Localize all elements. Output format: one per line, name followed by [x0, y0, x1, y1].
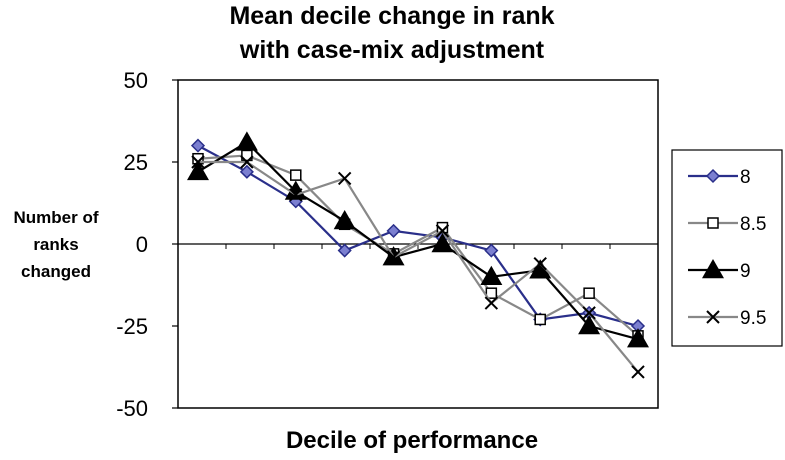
data-point-9.5 [240, 155, 254, 169]
x-axis-label: Decile of performance [286, 427, 538, 454]
series-9 [187, 131, 649, 348]
y-axis-label-line-3: changed [21, 262, 91, 281]
data-point-9 [235, 131, 258, 151]
legend-marker-8 [705, 168, 721, 184]
data-point-8 [239, 164, 254, 179]
y-axis-label-line-2: ranks [33, 235, 78, 254]
data-point-9 [627, 328, 649, 348]
data-point-9 [529, 259, 552, 279]
legend-label: 9.5 [740, 308, 766, 329]
y-tick-label: -25 [116, 314, 148, 339]
series-line-9.5 [198, 160, 639, 373]
legend-entry-9.5: 9.5 [688, 308, 766, 329]
y-tick-label: -50 [116, 396, 148, 421]
y-tick-label: 50 [124, 68, 148, 93]
legend-label: 9 [740, 261, 751, 282]
data-point-9 [480, 265, 503, 286]
data-point-9.5 [386, 250, 401, 264]
y-tick-label: 0 [136, 232, 148, 257]
y-axis: 50 25 0 -25 -50 [116, 68, 178, 421]
y-tick-label: 25 [124, 150, 148, 175]
data-point-9.5 [533, 256, 547, 271]
data-point-9 [431, 233, 454, 253]
data-point-9.5 [582, 306, 596, 320]
data-point-9 [187, 160, 209, 181]
legend-label: 8.5 [740, 214, 766, 235]
data-point-9.5 [191, 155, 205, 169]
data-point-8.5 [290, 169, 302, 181]
data-point-9.5 [631, 365, 645, 379]
data-point-8 [386, 223, 401, 238]
chart-title-line-2: with case-mix adjustment [239, 36, 545, 64]
series-layer [187, 131, 649, 379]
data-point-9 [284, 180, 307, 200]
legend-marker-9.5 [706, 310, 720, 324]
legend-entry-9: 9 [688, 259, 751, 282]
data-point-8 [190, 138, 206, 153]
data-point-9 [333, 210, 356, 230]
data-point-8.5 [534, 313, 546, 326]
data-point-8 [484, 243, 499, 258]
legend-marker-9 [702, 259, 724, 279]
chart-title-line-1: Mean decile change in rank [229, 2, 554, 30]
legend-box [671, 149, 783, 347]
data-point-9.5 [337, 171, 352, 186]
data-point-9.5 [435, 224, 450, 238]
series-line-8.5 [197, 154, 639, 337]
legend-entry-8: 8 [688, 167, 751, 188]
data-point-8 [337, 243, 352, 258]
data-point-9.5 [289, 188, 303, 202]
legend: 8 8.5 9 9.5 [671, 149, 783, 347]
data-point-8.5 [485, 287, 498, 299]
data-point-8.5 [583, 287, 595, 299]
data-point-9.5 [484, 296, 499, 310]
series-line-9 [197, 140, 639, 341]
y-axis-label-line-1: Number of [14, 208, 99, 227]
legend-entry-8.5: 8.5 [688, 214, 766, 235]
legend-marker-8.5 [707, 217, 719, 229]
legend-label: 8 [740, 167, 751, 188]
series-9.5 [191, 155, 645, 379]
data-point-9 [578, 315, 601, 335]
series-line-8 [197, 144, 639, 328]
